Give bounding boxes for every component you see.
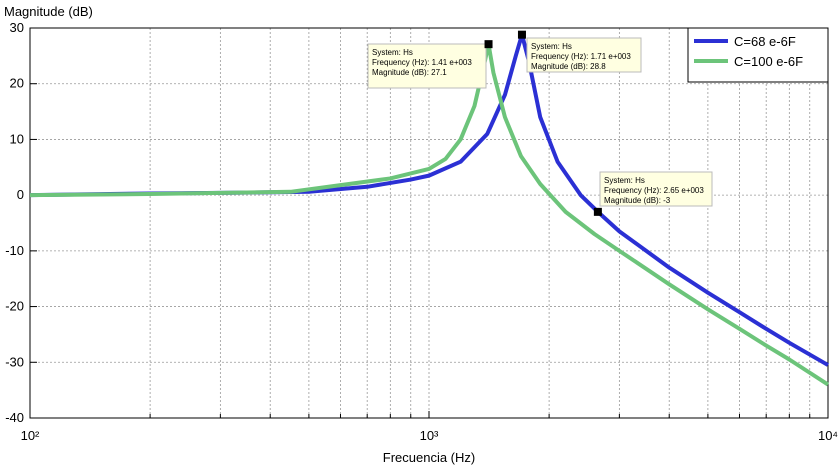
y-tick-label: 20: [10, 76, 24, 91]
data-tip-text: Frequency (Hz): 1.41 e+003: [372, 58, 472, 67]
data-tip-box: [526, 37, 642, 73]
x-tick-label: 10³: [420, 428, 439, 443]
legend-label: C=68 e-6F: [734, 34, 796, 49]
data-tip-box: [599, 171, 713, 207]
series-line: [29, 32, 829, 367]
y-tick-label: -20: [5, 299, 24, 314]
data-tip-text: Magnitude (dB): 27.1: [372, 68, 447, 77]
data-tip-marker: [484, 40, 493, 49]
data-tip-text: System: Hs: [372, 48, 413, 57]
data-tip-text: System: Hs: [604, 176, 645, 185]
axes-frame: [29, 27, 829, 419]
data-tip-text: Frequency (Hz): 1.71 e+003: [531, 52, 631, 61]
y-tick-label: 0: [17, 187, 24, 202]
x-axis-label: Frecuencia (Hz): [383, 450, 475, 465]
y-tick-label: -30: [5, 354, 24, 369]
x-tick-label: 10²: [21, 428, 40, 443]
data-tip-text: System: Hs: [531, 42, 572, 51]
legend: C=68 e-6F C=100 e-6F: [687, 27, 829, 83]
y-axis-label: Magnitude (dB): [4, 4, 93, 19]
data-tip-text: Magnitude (dB): 28.8: [531, 62, 606, 71]
y-tick-label: 10: [10, 131, 24, 146]
legend-box: [687, 27, 829, 83]
data-tip-box: [367, 43, 487, 89]
y-tick-label: -40: [5, 410, 24, 425]
data-tip-text: Magnitude (dB): -3: [604, 196, 671, 205]
legend-label: C=100 e-6F: [734, 54, 803, 69]
data-tip-marker: [593, 207, 602, 216]
data-tip-marker: [517, 30, 526, 39]
y-tick-label: -10: [5, 243, 24, 258]
series-line: [29, 42, 830, 387]
data-tip-text: Frequency (Hz): 2.65 e+003: [604, 186, 704, 195]
y-tick-label: 30: [10, 20, 24, 35]
x-tick-label: 10⁴: [818, 428, 838, 443]
